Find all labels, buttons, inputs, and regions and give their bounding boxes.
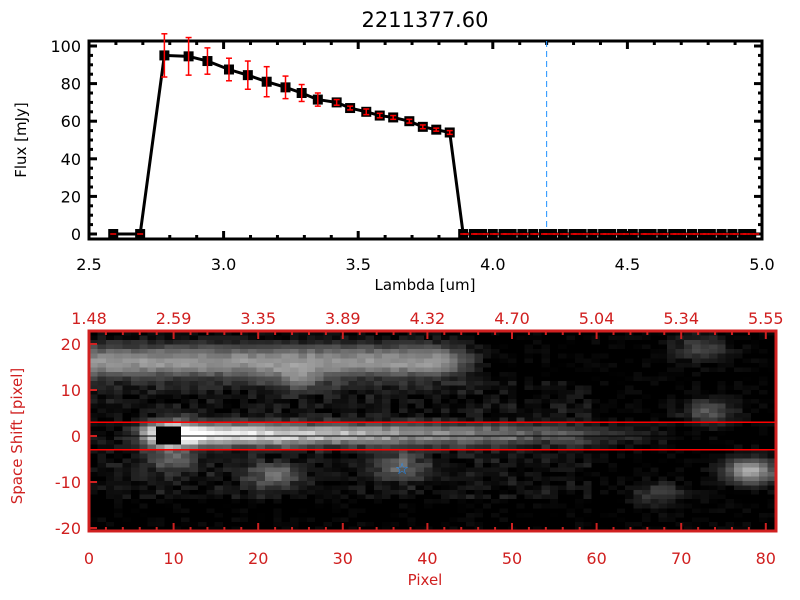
- x-tick-label: 5.0: [749, 255, 774, 274]
- y-tick-label: 60: [61, 112, 81, 131]
- y-tick-label: 80: [61, 75, 81, 94]
- top-x-tick-label: 4.70: [494, 309, 530, 328]
- error-bar: [419, 124, 426, 130]
- error-bar: [433, 127, 440, 132]
- error-bar: [244, 60, 251, 90]
- y-tick-label: 0: [71, 225, 81, 244]
- top-x-tick-label: 5.04: [579, 309, 615, 328]
- top-x-tick-label: 1.48: [71, 309, 107, 328]
- top-x-axis-label: Lambda [um]: [375, 276, 476, 294]
- error-bar: [446, 129, 453, 136]
- error-bar: [333, 98, 340, 106]
- top-y-axis-label: Flux [mJy]: [12, 102, 30, 178]
- bottom-plot-frame: [87, 329, 778, 533]
- error-bar: [390, 114, 397, 121]
- chart-title: 2211377.60: [362, 8, 489, 32]
- x-tick-label: 0: [84, 549, 94, 568]
- x-tick-label: 40: [417, 549, 437, 568]
- top-x-tick-label: 3.35: [240, 309, 276, 328]
- error-bar: [185, 36, 192, 76]
- top-x-tick-label: 3.89: [325, 309, 361, 328]
- y-tick-label: 100: [50, 37, 81, 56]
- y-tick-label: 40: [61, 150, 81, 169]
- x-tick-label: 60: [586, 549, 606, 568]
- error-bar: [225, 57, 232, 82]
- y-tick-label: 10: [61, 381, 81, 400]
- error-bar: [347, 105, 354, 111]
- top-x-tick-label: 2.59: [156, 309, 192, 328]
- x-tick-label: 3.5: [345, 255, 370, 274]
- y-tick-label: -10: [55, 473, 81, 492]
- error-bar: [298, 83, 305, 103]
- spectral-image: [89, 331, 776, 531]
- error-bar: [161, 33, 168, 78]
- top-plot-frame: [87, 39, 764, 241]
- x-tick-label: 30: [333, 549, 353, 568]
- x-tick-label: 3.0: [211, 255, 236, 274]
- top-x-tick-label: 5.34: [663, 309, 699, 328]
- y-tick-label: 20: [61, 187, 81, 206]
- error-bar: [363, 108, 370, 116]
- error-bar: [406, 118, 413, 124]
- bottom-y-axis-label: Space Shift [pixel]: [8, 368, 26, 505]
- x-tick-label: 10: [163, 549, 183, 568]
- x-tick-label: 4.0: [480, 255, 505, 274]
- error-bar: [204, 47, 211, 75]
- flux-line: [113, 53, 752, 236]
- x-tick-label: 20: [248, 549, 268, 568]
- x-tick-label: 4.5: [615, 255, 640, 274]
- error-bar: [314, 92, 321, 107]
- error-bar: [263, 65, 270, 98]
- x-tick-label: 70: [671, 549, 691, 568]
- y-tick-label: 20: [61, 335, 81, 354]
- x-tick-label: 2.5: [76, 255, 101, 274]
- x-tick-label: 80: [756, 549, 776, 568]
- star-marker: ☆: [395, 459, 409, 478]
- top-x-tick-label: 4.32: [410, 309, 446, 328]
- y-tick-label: -20: [55, 519, 81, 538]
- error-bar: [282, 75, 289, 100]
- top-x-tick-label: 5.55: [748, 309, 784, 328]
- y-tick-label: 0: [71, 427, 81, 446]
- bottom-x-axis-label: Pixel: [408, 571, 443, 589]
- error-bar: [376, 112, 383, 119]
- x-tick-label: 50: [502, 549, 522, 568]
